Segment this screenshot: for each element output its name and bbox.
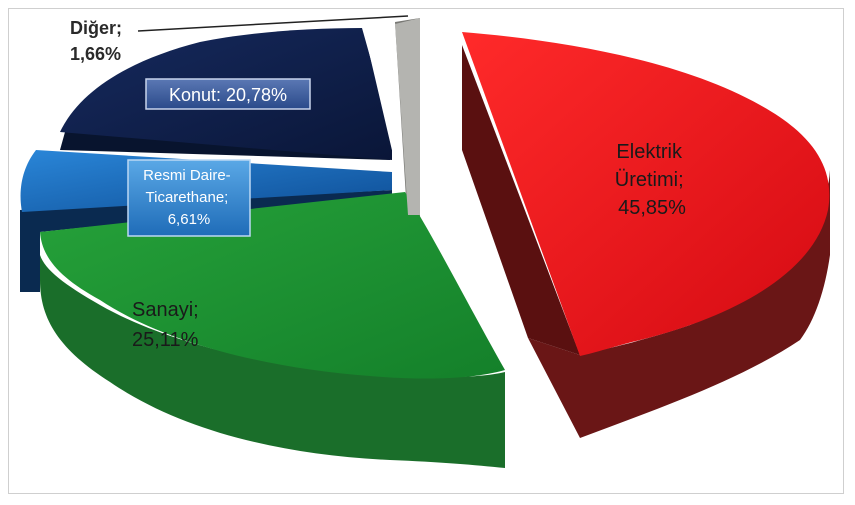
label-resmi-line: Ticarethane;	[146, 189, 229, 206]
slice-side-elektrik	[528, 170, 830, 438]
label-elektrik-line: Elektrik	[616, 141, 683, 163]
slice-diger	[395, 18, 420, 215]
diger-leader-line	[137, 15, 409, 32]
label-sanayi-line: 25,11%	[132, 329, 199, 351]
slice-inner-elektrik	[462, 45, 580, 355]
label-diger: Diğer; 1,66%	[70, 18, 127, 64]
label-sanayi-line: Sanayi;	[132, 299, 199, 321]
slice-side-resmi-daire	[20, 190, 392, 292]
label-sanayi: Sanayi; 25,11%	[132, 299, 204, 351]
label-diger-line: 1,66%	[70, 44, 121, 64]
label-box-konut	[145, 78, 311, 110]
label-elektrik-line: Üretimi;	[615, 169, 684, 191]
slice-elektrik	[462, 32, 830, 356]
label-resmi-daire: Resmi Daire- Ticarethane; 6,61%	[143, 167, 235, 228]
slice-sanayi	[40, 192, 505, 379]
label-konut: Konut: 20,78%	[169, 85, 287, 105]
slice-gap	[362, 21, 398, 151]
label-konut-line: Konut: 20,78%	[169, 85, 287, 105]
label-diger-line: Diğer;	[70, 18, 122, 38]
slice-side-sanayi	[40, 255, 505, 468]
label-elektrik: Elektrik Üretimi; 45,85%	[615, 141, 689, 219]
label-elektrik-line: 45,85%	[618, 197, 686, 219]
label-resmi-line: 6,61%	[168, 211, 211, 228]
label-box-resmi-daire	[127, 159, 251, 237]
label-resmi-line: Resmi Daire-	[143, 167, 231, 184]
